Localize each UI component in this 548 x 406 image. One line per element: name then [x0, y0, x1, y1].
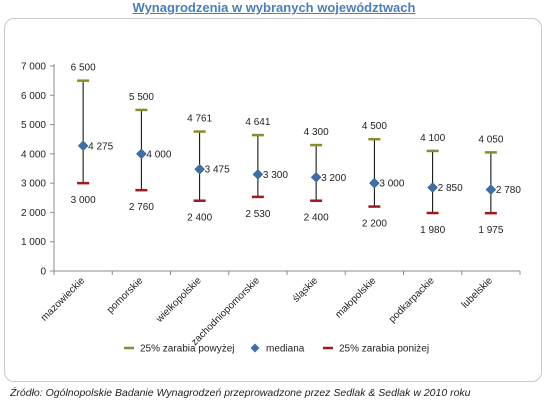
median-label: 2 780: [496, 185, 521, 196]
lower-label: 2 400: [304, 213, 329, 224]
x-category-label: mazowieckie: [39, 275, 88, 324]
upper-label: 5 500: [129, 92, 154, 103]
upper-label: 4 050: [478, 134, 503, 145]
upper-label: 4 500: [362, 121, 387, 132]
x-category-label: wielkopolskie: [154, 275, 204, 325]
median-marker: [194, 163, 205, 175]
lower-label: 1 975: [478, 225, 503, 236]
upper-label: 4 300: [304, 127, 329, 138]
median-marker: [136, 148, 147, 160]
median-marker: [252, 169, 264, 180]
upper-label: 4 100: [420, 133, 445, 144]
x-category-label: podkarpackie: [387, 275, 437, 325]
upper-label: 6 500: [71, 63, 96, 74]
chart-title: Wynagrodzenia w wybranych województwach: [132, 0, 416, 15]
median-label: 3 300: [263, 170, 288, 181]
x-category-label: małopolskie: [333, 275, 378, 320]
legend-swatch: [250, 343, 260, 353]
median-label: 3 000: [379, 179, 404, 190]
median-marker: [310, 171, 322, 183]
median-marker: [485, 184, 497, 195]
lower-label: 2 400: [187, 213, 212, 224]
median-label: 3 475: [205, 165, 230, 176]
upper-label: 4 641: [245, 117, 270, 128]
y-tick-label: 2 000: [21, 208, 46, 219]
legend-label: 25% zarabia powyżej: [140, 344, 235, 355]
y-tick-label: 0: [40, 267, 46, 278]
median-label: 4 000: [146, 149, 171, 160]
median-marker: [369, 177, 380, 189]
y-tick-label: 7 000: [21, 62, 46, 73]
y-tick-label: 6 000: [21, 91, 46, 102]
legend-label: 25% zarabia poniżej: [339, 344, 429, 355]
lower-label: 1 980: [420, 225, 445, 236]
lower-label: 3 000: [71, 195, 96, 206]
median-marker: [427, 182, 438, 193]
median-label: 3 200: [321, 173, 346, 184]
lower-label: 2 530: [245, 209, 270, 220]
y-tick-label: 4 000: [21, 149, 46, 160]
median-label: 2 850: [438, 183, 463, 194]
y-tick-label: 1 000: [21, 237, 46, 248]
y-tick-label: 3 000: [21, 179, 46, 190]
source-note: Źródło: Ogólnopolskie Badanie Wynagrodze…: [10, 387, 471, 399]
x-category-label: lubelskie: [460, 275, 496, 311]
lower-label: 2 200: [362, 219, 387, 230]
upper-label: 4 761: [187, 114, 212, 125]
median-marker: [77, 140, 89, 152]
chart-frame: [4, 18, 542, 382]
x-category-label: pomorskie: [105, 275, 146, 316]
lower-label: 2 760: [129, 202, 154, 213]
y-tick-label: 5 000: [21, 120, 46, 131]
median-label: 4 275: [88, 141, 113, 152]
legend-label: mediana: [266, 344, 305, 355]
x-category-label: śląskie: [291, 275, 321, 305]
